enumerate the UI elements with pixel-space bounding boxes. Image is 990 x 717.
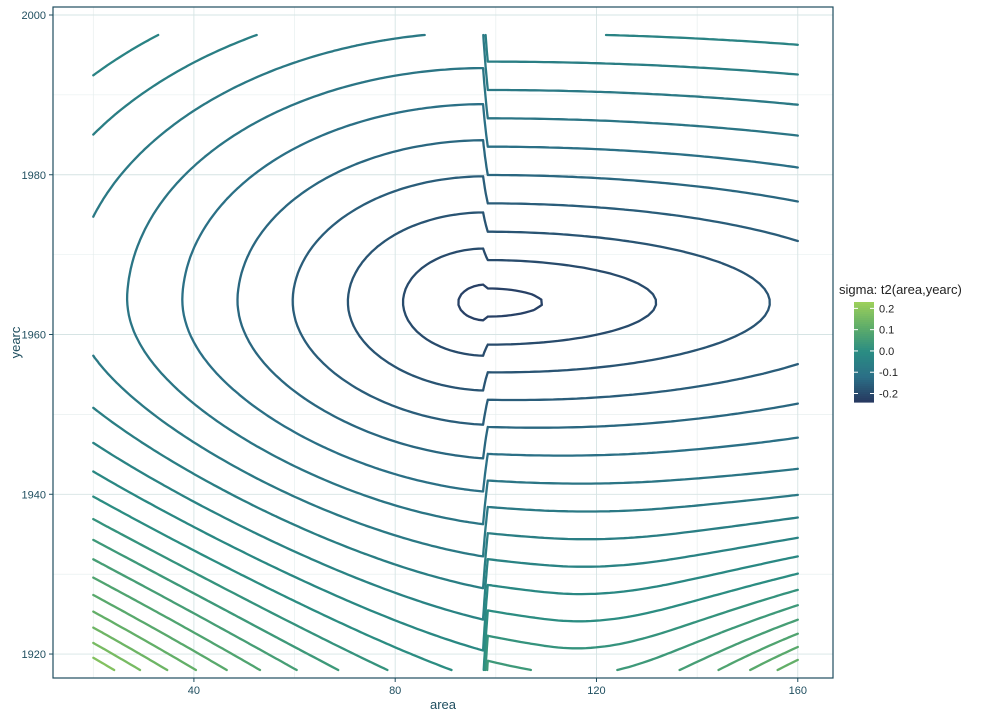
y-tick-label: 1980 (22, 170, 46, 182)
legend-color-step (854, 324, 874, 327)
x-tick-label: 120 (587, 685, 605, 697)
legend-color-step (854, 398, 874, 401)
contour-line (92, 576, 799, 672)
legend-color-step (854, 334, 874, 337)
contour-line (92, 656, 116, 672)
legend-color-step (854, 386, 874, 389)
legend-color-step (854, 342, 874, 345)
contour-line (92, 495, 799, 672)
contour-line (346, 211, 771, 392)
grid (53, 7, 833, 678)
legend-color-step (854, 364, 874, 367)
legend-color-step (854, 368, 874, 371)
legend-color-step (854, 352, 874, 355)
legend-color-step (854, 328, 874, 331)
panel-border (52, 6, 834, 679)
contour-line (92, 33, 799, 621)
legend-color-step (854, 314, 874, 317)
legend-break-label: 0.2 (879, 303, 894, 315)
legend-color-step (854, 362, 874, 365)
contour-line (457, 283, 543, 322)
contour-line (92, 517, 799, 672)
legend-color-step (854, 374, 874, 377)
legend-break-label: 0.0 (879, 346, 894, 358)
legend: sigma: t2(area,yearc) 0.2 0.1 0.0 -0.1 -0.2 (839, 282, 962, 403)
x-axis-ticks: 40 80 120 160 (188, 678, 807, 697)
legend-color-step (854, 384, 874, 387)
legend-color-step (854, 306, 874, 309)
legend-color-step (854, 388, 874, 391)
contour-line (92, 610, 799, 672)
legend-color-step (854, 316, 874, 319)
x-axis-title: area (430, 697, 457, 712)
legend-color-step (854, 382, 874, 385)
legend-color-step (854, 320, 874, 323)
legend-color-step (854, 392, 874, 395)
legend-color-step (854, 336, 874, 339)
contour-line (92, 558, 799, 672)
contour-line (181, 103, 799, 493)
contour-line (236, 139, 799, 460)
legend-break-label: -0.2 (879, 388, 898, 400)
contour-lines (92, 33, 799, 672)
contour-line (92, 33, 799, 558)
legend-color-step (854, 312, 874, 315)
contour-line (401, 247, 658, 357)
legend-color-step (854, 380, 874, 383)
contour-line (92, 626, 169, 672)
legend-color-step (854, 370, 874, 373)
legend-color-step (854, 358, 874, 361)
legend-color-step (854, 308, 874, 311)
contour-line (92, 33, 799, 590)
legend-color-step (854, 338, 874, 341)
x-tick-label: 40 (188, 685, 200, 697)
legend-color-step (854, 322, 874, 325)
legend-color-step (854, 340, 874, 343)
legend-color-step (854, 396, 874, 399)
legend-color-step (854, 332, 874, 335)
contour-line (92, 641, 142, 672)
y-tick-label: 2000 (22, 10, 46, 22)
contour-line (125, 66, 799, 526)
contour-line (92, 538, 799, 672)
legend-color-step (854, 350, 874, 353)
legend-color-step (854, 302, 874, 305)
x-tick-label: 160 (789, 685, 807, 697)
legend-break-label: 0.1 (879, 325, 894, 337)
legend-color-step (854, 310, 874, 313)
legend-color-step (854, 330, 874, 333)
legend-color-step (854, 394, 874, 397)
legend-color-step (854, 326, 874, 329)
y-tick-label: 1940 (22, 489, 46, 501)
legend-color-step (854, 354, 874, 357)
legend-color-step (854, 372, 874, 375)
legend-color-step (854, 346, 874, 349)
contour-line (291, 175, 799, 426)
legend-color-step (854, 378, 874, 381)
legend-colorbar (854, 302, 874, 403)
contour-line (92, 470, 799, 652)
legend-color-step (854, 366, 874, 369)
legend-labels: 0.2 0.1 0.0 -0.1 -0.2 (879, 303, 898, 400)
legend-color-step (854, 318, 874, 321)
y-tick-label: 1960 (22, 330, 46, 342)
y-axis-ticks: 1920 1940 1960 1980 2000 (22, 10, 53, 661)
legend-break-label: -0.1 (879, 367, 898, 379)
legend-color-step (854, 376, 874, 379)
legend-title: sigma: t2(area,yearc) (839, 282, 962, 297)
y-tick-label: 1920 (22, 649, 46, 661)
y-axis-title: yearc (8, 326, 23, 358)
legend-color-step (854, 344, 874, 347)
legend-color-step (854, 348, 874, 351)
legend-color-step (854, 390, 874, 393)
legend-color-step (854, 304, 874, 307)
legend-color-step (854, 356, 874, 359)
x-tick-label: 80 (389, 685, 401, 697)
contour-line (92, 593, 799, 672)
legend-color-step (854, 360, 874, 363)
legend-color-step (854, 400, 874, 403)
